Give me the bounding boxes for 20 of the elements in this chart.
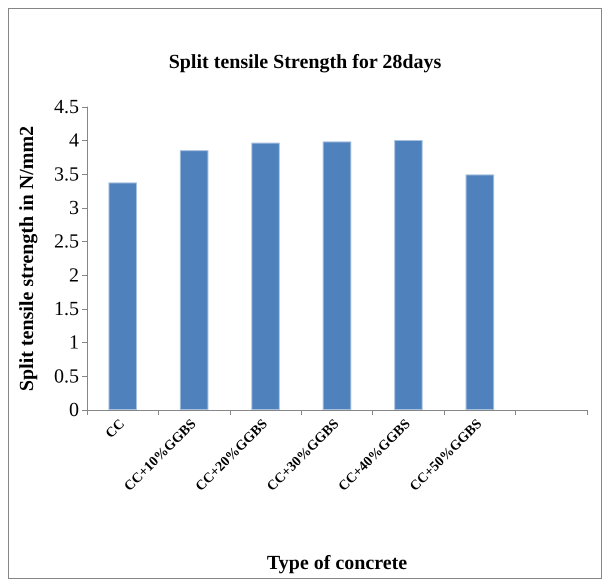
x-axis-title: Type of concrete (266, 552, 408, 574)
bar (322, 141, 352, 410)
bar (108, 182, 137, 410)
y-tick-label: 0 (69, 399, 79, 421)
y-tick-label: 1.5 (54, 298, 79, 320)
bar (251, 142, 280, 410)
bar (466, 174, 494, 410)
y-tick-label: 0.5 (54, 365, 79, 388)
bar (394, 140, 423, 410)
y-tick-label: 4 (69, 130, 79, 152)
chart-title: Split tensile Strength for 28days (168, 51, 442, 73)
y-tick-label: 2 (69, 264, 79, 286)
bar (180, 150, 208, 410)
y-tick-label: 1 (69, 332, 79, 354)
y-tick-label: 4.5 (54, 96, 79, 118)
x-tick-label: CC (103, 416, 128, 442)
y-tick-label: 3.5 (54, 163, 79, 186)
y-tick-label: 2.5 (54, 230, 79, 253)
y-tick-label: 3 (69, 197, 79, 219)
y-axis-title: Split tensile strength in N/mm2 (16, 126, 38, 392)
